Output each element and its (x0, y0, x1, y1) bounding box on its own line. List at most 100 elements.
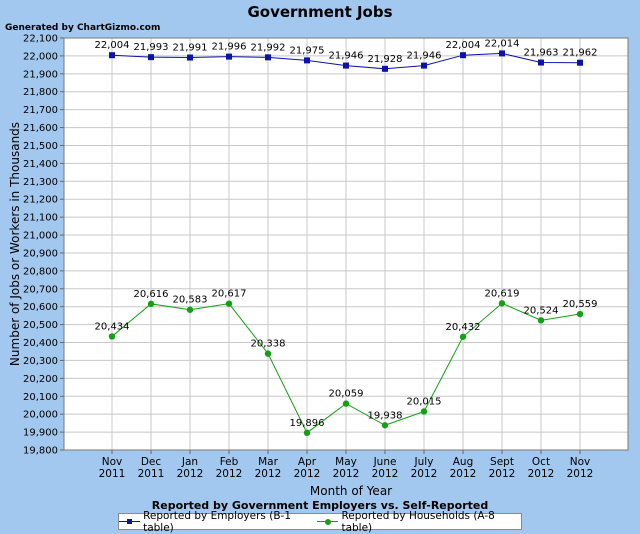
data-point (577, 59, 583, 66)
data-label: 20,619 (485, 288, 520, 299)
data-point (420, 408, 428, 415)
data-label: 21,975 (290, 45, 325, 56)
y-tick-label: 20,600 (23, 302, 58, 313)
data-label: 21,928 (368, 54, 403, 65)
x-tick-label: 2012 (450, 468, 477, 480)
data-point (538, 59, 544, 66)
y-tick-label: 21,600 (23, 123, 58, 134)
data-point (226, 53, 232, 60)
data-point (576, 310, 584, 318)
y-tick-label: 22,100 (23, 34, 58, 45)
x-tick-label: Dec (141, 456, 162, 468)
data-point (109, 52, 115, 59)
y-tick-label: 21,900 (23, 69, 58, 80)
x-tick-label: 2012 (177, 468, 204, 480)
data-label: 21,996 (212, 42, 247, 53)
x-tick-label: Apr (298, 456, 317, 468)
plot-border (63, 37, 629, 451)
y-tick-label: 20,800 (23, 266, 58, 277)
x-tick-label: May (335, 456, 357, 468)
y-tick-label: 21,700 (23, 105, 58, 116)
y-tick-label: 19,900 (23, 428, 58, 439)
y-tick-label: 19,800 (23, 446, 58, 457)
x-tick-label: Feb (220, 456, 239, 468)
data-label: 20,432 (446, 322, 481, 333)
data-point (537, 317, 545, 324)
data-point (460, 52, 466, 59)
grid-lines (64, 37, 628, 451)
x-tick-label: Nov (570, 456, 591, 468)
y-tick-label: 20,100 (23, 392, 58, 403)
data-point (186, 306, 194, 313)
x-tick-label: 2012 (489, 468, 516, 480)
watermark-text: Generated by ChartGizmo.com (5, 23, 160, 33)
chart-title: Government Jobs (247, 3, 392, 21)
data-point (148, 54, 154, 61)
x-tick-labels: Nov2011Dec2011Jan2012Feb2012Mar2012Apr20… (99, 456, 594, 480)
data-label: 21,963 (524, 48, 559, 59)
x-axis-label: Month of Year (310, 484, 392, 498)
y-tick-label: 20,700 (23, 284, 58, 295)
data-point (498, 300, 506, 307)
data-label: 20,338 (251, 339, 286, 350)
x-tick-label: 2011 (138, 468, 165, 480)
chart-subtitle: Reported by Government Employers vs. Sel… (152, 499, 488, 512)
data-label: 19,896 (290, 418, 325, 429)
legend-label-households: Reported by Households (A-8 table) (341, 509, 495, 534)
data-label: 20,583 (173, 295, 208, 306)
y-tick-label: 20,200 (23, 374, 58, 385)
data-label: 21,993 (134, 42, 169, 53)
data-label: 22,014 (485, 38, 520, 49)
data-point (264, 350, 272, 357)
y-tick-label: 21,200 (23, 195, 58, 206)
x-tick-label: June (373, 456, 397, 468)
x-tick-label: 2012 (372, 468, 399, 480)
data-point (342, 400, 350, 407)
data-point (108, 333, 116, 340)
data-label: 20,434 (95, 321, 130, 332)
y-tick-label: 21,000 (23, 231, 58, 242)
legend-item-households: Reported by Households (A-8 table) (317, 510, 521, 534)
data-point (265, 54, 271, 61)
x-tick-label: 2012 (567, 468, 594, 480)
data-label: 20,617 (212, 289, 247, 300)
x-tick-label: 2012 (333, 468, 360, 480)
x-tick-label: Nov (102, 456, 123, 468)
chart-legend: Reported by Employers (B-1 table) Report… (118, 510, 522, 534)
x-tick-label: 2011 (99, 468, 126, 480)
data-label: 22,004 (95, 40, 130, 51)
y-tick-label: 20,900 (23, 248, 58, 259)
x-tick-label: Sept (490, 456, 514, 468)
y-tick-label: 21,400 (23, 159, 58, 170)
data-point (304, 57, 310, 64)
legend-item-employers: Reported by Employers (B-1 table) (119, 510, 317, 534)
x-tick-label: 2012 (255, 468, 282, 480)
x-tick-label: 2012 (294, 468, 321, 480)
data-point (225, 300, 233, 307)
y-tick-label: 21,800 (23, 87, 58, 98)
y-tick-label: 22,000 (23, 51, 58, 62)
x-tick-label: Jan (181, 456, 198, 468)
x-tick-label: July (414, 456, 434, 468)
x-tick-label: 2012 (216, 468, 243, 480)
x-tick-label: Mar (258, 456, 278, 468)
data-point (381, 422, 389, 429)
series-layer: 22,004 21,993 21,991 21,996 21,992 21,975 21,9… (95, 38, 598, 437)
data-point (459, 333, 467, 340)
legend-swatch-square-icon (119, 517, 141, 527)
y-tick-label: 20,300 (23, 356, 58, 367)
data-point (303, 429, 311, 437)
y-tick-label: 21,100 (23, 213, 58, 224)
y-tick-label: 21,300 (23, 177, 58, 188)
data-label: 21,992 (251, 42, 286, 53)
data-label: 20,559 (563, 299, 598, 310)
data-point (382, 65, 388, 72)
x-tick-label: Aug (453, 456, 474, 468)
data-label: 20,524 (524, 305, 559, 316)
data-label: 21,991 (173, 43, 208, 54)
data-label: 20,616 (134, 289, 169, 300)
legend-swatch-circle-icon (317, 517, 339, 527)
data-point (499, 50, 505, 57)
data-point (187, 54, 193, 61)
